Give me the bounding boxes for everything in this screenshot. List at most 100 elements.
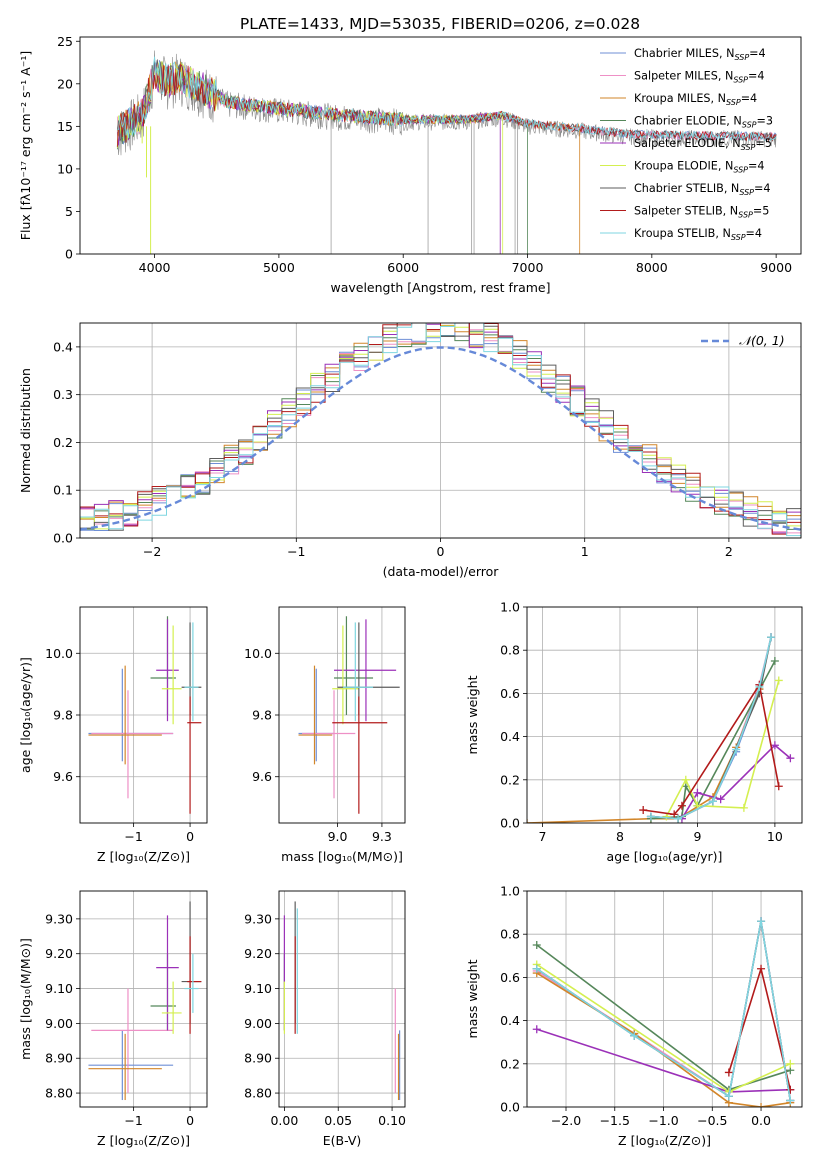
x-tick-label: −1.0 <box>648 1113 678 1128</box>
histogram-series <box>80 323 801 537</box>
y-tick-label: 9.00 <box>45 1016 73 1031</box>
model-spectrum-line <box>117 56 777 142</box>
y-tick-label: 8.90 <box>244 1051 272 1066</box>
y-axis-label: mass weight <box>465 675 480 754</box>
weight-point-marker <box>786 1059 795 1068</box>
weight-point-marker <box>639 806 648 815</box>
axes-frame <box>79 322 802 539</box>
spectrum-panel: 4000 5000 6000 7000 8000 9000 0 5 10 15 20 25 wavele… <box>18 34 802 295</box>
legend-entry: Salpeter STELIB, NSSP=5 <box>634 205 769 220</box>
y-axis-label: mass [log₁₀(M/M⊙)] <box>18 938 33 1060</box>
legend-entry: Kroupa ELODIE, NSSP=4 <box>634 160 765 175</box>
y-axis-label: Normed distribution <box>18 368 33 493</box>
age-vs-metallicity-panel: −1 0 9.6 9.8 10.0 Z [log₁₀(Z/Z⊙)] age [log₁₀(a… <box>18 606 208 864</box>
mass-vs-metallicity-panel: −1 0 8.80 8.90 9.00 9.10 9.20 9.30 Z [log₁₀(Z/Z⊙… <box>18 890 208 1148</box>
y-tick-label: 10.0 <box>244 646 272 661</box>
weight-series-line <box>650 637 772 820</box>
plot-area <box>116 50 777 254</box>
y-tick-label: 1.0 <box>500 600 520 615</box>
y-tick-label: 9.8 <box>53 708 73 723</box>
mass-weight-vs-metallicity-panel: −2.0 −1.5 −1.0 −0.5 0.0 0.0 0.2 0.4 0.6 0.8 1.0 Z [… <box>465 884 803 1148</box>
weight-point-marker <box>716 795 725 804</box>
x-tick-label: 0 <box>437 544 445 559</box>
mass-weight-vs-age-panel: 7 8 9 10 0.0 0.2 0.4 0.6 0.8 1.0 age [log₁₀(age/yr… <box>465 600 803 864</box>
x-axis-label: age [log₁₀(age/yr)] <box>607 849 723 864</box>
legend-entry: 𝒩(0, 1) <box>739 333 785 348</box>
x-tick-label: 0.10 <box>378 1113 406 1128</box>
y-axis-label: mass weight <box>465 959 480 1038</box>
weight-point-marker <box>786 1085 795 1094</box>
weight-point-marker <box>774 782 783 791</box>
x-tick-label: 9.0 <box>328 829 348 844</box>
x-tick-label: 9.3 <box>372 829 392 844</box>
residuals-panel: −2 −1 0 1 2 0.0 0.1 0.2 0.3 0.4 (data-model)/error… <box>18 322 802 579</box>
legend-entry: Kroupa MILES, NSSP=4 <box>634 92 757 107</box>
x-tick-label: 5000 <box>263 260 295 275</box>
x-tick-label: −1.5 <box>600 1113 630 1128</box>
plot-area <box>88 901 202 1101</box>
legend-entry: Salpeter MILES, NSSP=4 <box>634 70 765 85</box>
axes-frame <box>79 890 208 1108</box>
weight-point-marker <box>786 1096 795 1105</box>
weight-point-marker <box>670 810 679 819</box>
y-tick-label: 9.10 <box>244 981 272 996</box>
weight-point-marker <box>646 812 655 821</box>
weight-point-marker <box>774 676 783 685</box>
x-tick-label: −2.0 <box>551 1113 581 1128</box>
weight-point-marker <box>767 633 776 642</box>
y-tick-label: 9.8 <box>252 708 272 723</box>
y-tick-label: 8.90 <box>45 1051 73 1066</box>
plot-area <box>532 917 795 1107</box>
x-tick-label: 7 <box>539 829 547 844</box>
x-tick-label: 0.05 <box>324 1113 352 1128</box>
plot-area <box>298 616 400 814</box>
legend-entry: Chabrier STELIB, NSSP=4 <box>634 182 771 197</box>
weight-point-marker <box>786 754 795 763</box>
x-axis-label: Z [log₁₀(Z/Z⊙)] <box>97 849 190 864</box>
y-tick-label: 25 <box>57 34 73 49</box>
x-tick-label: −1 <box>124 1113 142 1128</box>
x-axis-label: (data-model)/error <box>383 564 500 579</box>
y-axis-label: age [log₁₀(age/yr)] <box>18 657 33 773</box>
y-tick-label: 5 <box>65 204 73 219</box>
y-tick-label: 9.30 <box>45 911 73 926</box>
x-tick-label: 8000 <box>636 260 668 275</box>
axes-frame <box>526 890 803 1108</box>
x-tick-label: −1 <box>287 544 305 559</box>
x-axis-label: mass [log₁₀(M/M⊙)] <box>281 849 403 864</box>
normal-curve <box>80 346 801 531</box>
weight-series-line <box>650 637 772 820</box>
weight-point-marker <box>532 1025 541 1034</box>
y-tick-label: 8.80 <box>45 1086 73 1101</box>
legend-entry: Kroupa STELIB, NSSP=4 <box>634 227 762 242</box>
histogram-series <box>80 323 801 534</box>
x-axis-label: Z [log₁₀(Z/Z⊙)] <box>97 1133 190 1148</box>
y-tick-label: 0.0 <box>53 531 73 546</box>
axes-frame <box>278 890 406 1108</box>
weight-point-marker <box>739 803 748 812</box>
y-tick-label: 20 <box>57 76 73 91</box>
weight-point-marker <box>708 797 717 806</box>
legend-entry: Salpeter ELODIE, NSSP=5 <box>634 137 772 152</box>
x-tick-label: 7000 <box>512 260 544 275</box>
weight-point-marker <box>674 814 683 823</box>
y-tick-label: 0.2 <box>53 435 73 450</box>
x-axis-label: E(B-V) <box>323 1133 362 1148</box>
weight-point-marker <box>757 917 766 926</box>
y-tick-label: 0.8 <box>500 927 520 942</box>
weight-point-marker <box>681 775 690 784</box>
weight-series-line <box>650 637 772 820</box>
y-tick-label: 0.6 <box>500 686 520 701</box>
x-tick-label: 0 <box>186 1113 194 1128</box>
x-tick-label: 10 <box>767 829 783 844</box>
histogram-series <box>80 323 801 534</box>
plot-area <box>527 633 795 823</box>
x-tick-label: 9 <box>693 829 701 844</box>
y-tick-label: 0.1 <box>53 483 73 498</box>
axes-frame <box>79 36 802 255</box>
y-tick-label: 9.6 <box>53 769 73 784</box>
weight-point-marker <box>693 788 702 797</box>
weight-point-marker <box>770 657 779 665</box>
x-tick-label: 9000 <box>760 260 792 275</box>
y-tick-label: 15 <box>57 119 73 134</box>
